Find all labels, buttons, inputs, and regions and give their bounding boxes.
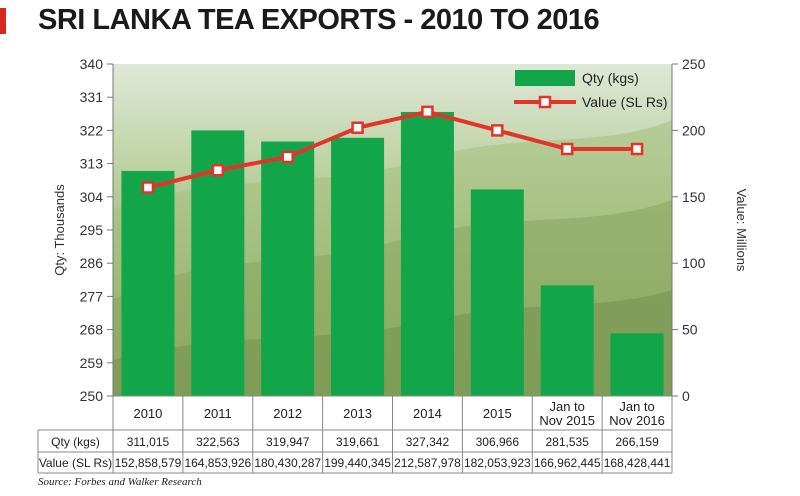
left-tick-label: 295	[80, 222, 104, 238]
chart-title: SRI LANKA TEA EXPORTS - 2010 TO 2016	[38, 4, 600, 36]
bar	[610, 333, 664, 396]
table-cell: 182,053,923	[464, 456, 531, 470]
value-point	[281, 150, 294, 164]
value-line-path	[147, 109, 638, 190]
left-tick-label: 277	[80, 288, 104, 304]
x-tick-label: 2012	[273, 406, 302, 421]
bar	[400, 111, 454, 396]
right-tick-label: 150	[682, 189, 706, 205]
table-cell: 327,342	[406, 435, 450, 449]
table-cell: 164,853,926	[184, 456, 251, 470]
table-cell: 168,428,441	[604, 456, 671, 470]
table-cell: 166,962,445	[534, 456, 601, 470]
bar	[470, 189, 524, 396]
plot-background-hill	[113, 290, 672, 396]
value-point	[491, 124, 504, 137]
value-point	[630, 142, 644, 156]
legend-label-value: Value (SL Rs)	[582, 94, 668, 110]
right-tick-label: 50	[682, 322, 698, 338]
x-tick-label: 2011	[204, 406, 232, 421]
left-tick-label: 322	[80, 122, 104, 138]
value-point	[351, 121, 364, 134]
table-cell: 199,440,345	[324, 456, 391, 470]
right-tick-label: 100	[682, 255, 706, 271]
value-point	[141, 181, 155, 194]
table-cell: 319,661	[336, 435, 380, 449]
legend: Qty (kgs) Value (SL Rs)	[514, 70, 668, 110]
table-cell: 152,858,579	[115, 456, 182, 470]
x-tick-label: 2015	[483, 406, 512, 421]
bar	[540, 285, 594, 396]
x-tick-label: 2014	[413, 406, 442, 421]
left-tick-label: 304	[80, 189, 104, 205]
bar	[121, 170, 175, 396]
y2-axis-label: Value: Millions	[734, 189, 749, 272]
x-tick-label: Nov 2016	[609, 413, 665, 428]
title-accent-bar	[0, 8, 6, 34]
legend-swatch-qty	[515, 70, 575, 86]
left-tick-label: 313	[80, 156, 104, 172]
x-tick-label: 2013	[343, 406, 372, 421]
x-tick-label: Jan to	[619, 399, 654, 414]
right-tick-label: 0	[682, 388, 690, 404]
value-line	[141, 105, 644, 194]
table-cell: 322,563	[196, 435, 240, 449]
table-cell: 281,535	[545, 435, 589, 449]
bar	[261, 141, 315, 396]
legend-label-qty: Qty (kgs)	[582, 70, 639, 86]
left-tick-label: 268	[80, 322, 104, 338]
right-tick-label: 200	[682, 122, 706, 138]
source-note: Source: Forbes and Walker Research	[38, 476, 202, 488]
right-tick-label: 250	[682, 56, 706, 72]
table-row-header: Qty (kgs)	[51, 435, 100, 449]
table-cell: 180,430,287	[254, 456, 321, 470]
left-tick-label: 331	[80, 89, 104, 105]
left-tick-label: 259	[80, 355, 104, 371]
table-cell: 266,159	[615, 435, 659, 449]
x-tick-label: Jan to	[549, 399, 584, 414]
left-tick-label: 340	[80, 56, 104, 72]
table-cell: 306,966	[476, 435, 520, 449]
x-tick-label: Nov 2015	[539, 413, 595, 428]
value-point	[421, 105, 434, 119]
left-tick-label: 250	[80, 388, 104, 404]
table-cell: 212,587,978	[394, 456, 461, 470]
value-point	[560, 142, 574, 156]
table-cell: 319,947	[266, 435, 310, 449]
legend-swatch-marker	[538, 95, 552, 109]
axes: 250 259 268 277 286 295 304 313 322 331 340 0 50 100 1…	[52, 56, 749, 404]
table-row-header: Value (SL Rs)	[39, 456, 112, 470]
y-axis-label: Qty: Thousands	[52, 184, 67, 276]
x-tick-label: 2010	[133, 406, 162, 421]
bar	[331, 137, 385, 396]
left-tick-label: 286	[80, 255, 104, 271]
table-cell: 311,015	[127, 435, 170, 449]
value-point	[211, 163, 225, 177]
